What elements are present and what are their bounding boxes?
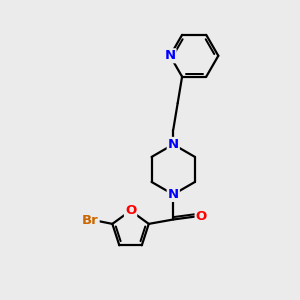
Text: O: O [196,210,207,223]
Text: N: N [164,49,175,62]
Text: N: N [168,138,179,151]
Text: N: N [168,188,179,201]
Text: Br: Br [82,214,99,227]
Text: O: O [125,204,136,217]
